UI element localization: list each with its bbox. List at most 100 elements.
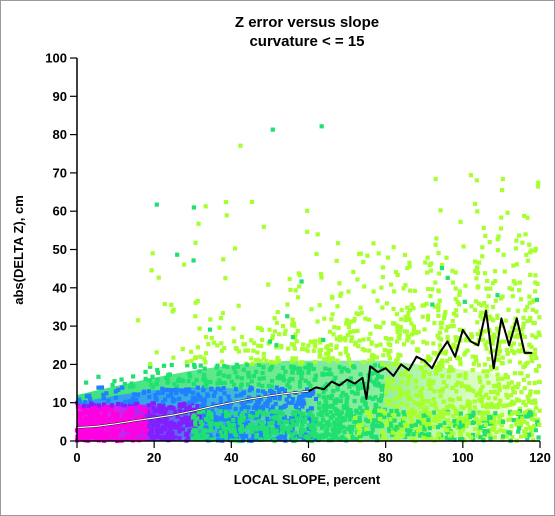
scatter-cell	[380, 305, 385, 310]
scatter-cell	[337, 338, 343, 343]
scatter-cell	[209, 408, 215, 413]
scatter-cell	[405, 265, 410, 271]
scatter-cell	[245, 348, 251, 353]
scatter-cell	[444, 384, 449, 389]
scatter-cell	[163, 434, 168, 440]
scatter-cell	[321, 432, 326, 438]
scatter-cell	[112, 379, 117, 384]
scatter-cell	[517, 360, 523, 365]
scatter-cell	[447, 436, 452, 441]
scatter-cell	[245, 399, 250, 404]
scatter-cell	[358, 305, 363, 310]
scatter-cell	[324, 429, 329, 434]
scatter-cell	[482, 329, 487, 334]
scatter-cell	[341, 404, 347, 409]
scatter-cell	[231, 422, 236, 428]
scatter-cell	[521, 429, 527, 434]
scatter-cell	[479, 310, 484, 315]
scatter-outlier	[314, 251, 319, 257]
scatter-cell	[445, 324, 450, 329]
scatter-cell	[326, 432, 331, 437]
scatter-cell	[95, 411, 101, 416]
scatter-cell	[333, 375, 338, 380]
scatter-cell	[380, 429, 385, 434]
scatter-cell	[303, 431, 308, 436]
scatter-cell	[150, 385, 156, 390]
scatter-cell	[308, 383, 313, 388]
scatter-cell	[328, 342, 333, 347]
scatter-cell	[360, 396, 366, 401]
scatter-cell	[408, 288, 413, 293]
scatter-outlier	[297, 284, 302, 289]
scatter-cell	[537, 315, 542, 320]
scatter-cell	[519, 327, 524, 332]
scatter-cell	[160, 390, 165, 396]
scatter-cell	[270, 420, 275, 425]
scatter-cell	[537, 408, 542, 413]
scatter-cell	[509, 343, 514, 348]
scatter-cell	[432, 415, 438, 420]
scatter-outlier	[534, 309, 539, 314]
scatter-cell	[409, 417, 414, 422]
scatter-cell	[442, 312, 447, 317]
scatter-cell	[246, 370, 251, 376]
scatter-cell	[394, 339, 400, 344]
scatter-cell	[457, 292, 462, 297]
scatter-cell	[204, 435, 209, 440]
scatter-cell	[395, 436, 400, 441]
y-tick-label: 30	[53, 319, 67, 334]
scatter-cell	[258, 343, 264, 349]
scatter-cell	[270, 426, 276, 431]
scatter-cell	[273, 401, 278, 406]
scatter-cell	[437, 298, 442, 303]
scatter-cell	[143, 369, 148, 374]
scatter-cell	[449, 368, 454, 373]
scatter-cell	[398, 393, 404, 398]
scatter-cell	[525, 394, 530, 399]
scatter-cell	[295, 418, 300, 423]
scatter-cell	[243, 348, 248, 353]
scatter-cell	[99, 428, 105, 433]
scatter-cell	[135, 401, 140, 406]
scatter-cell	[376, 418, 381, 424]
scatter-cell	[319, 413, 325, 418]
scatter-cell	[177, 396, 182, 401]
scatter-cell	[111, 413, 116, 418]
scatter-cell	[251, 348, 256, 353]
scatter-cell	[134, 397, 139, 402]
scatter-cell	[187, 407, 193, 412]
scatter-cell	[504, 434, 509, 439]
scatter-cell	[277, 420, 282, 426]
scatter-cell	[504, 403, 509, 408]
scatter-cell	[209, 411, 214, 416]
scatter-cell	[513, 384, 518, 389]
scatter-cell	[391, 377, 396, 383]
scatter-cell	[325, 426, 330, 431]
scatter-cell	[149, 417, 154, 422]
scatter-cell	[367, 348, 372, 353]
scatter-cell	[433, 401, 438, 406]
scatter-cell	[418, 411, 423, 416]
scatter-outlier	[150, 251, 155, 256]
scatter-outlier	[171, 307, 176, 312]
scatter-cell	[447, 356, 453, 362]
scatter-cell	[303, 347, 309, 352]
scatter-cell	[394, 358, 399, 363]
scatter-cell	[77, 430, 83, 435]
scatter-outlier	[249, 338, 254, 343]
scatter-cell	[300, 346, 305, 352]
scatter-cell	[371, 289, 376, 294]
scatter-cell	[168, 392, 174, 398]
scatter-cell	[265, 399, 270, 404]
scatter-cell	[521, 377, 526, 382]
scatter-cell	[486, 395, 491, 401]
scatter-cell	[411, 421, 416, 426]
scatter-cell	[128, 414, 133, 419]
scatter-cell	[333, 406, 338, 411]
scatter-cell	[341, 425, 346, 430]
scatter-cell	[198, 404, 204, 409]
scatter-outlier	[533, 289, 538, 294]
scatter-cell	[383, 336, 388, 341]
scatter-cell	[274, 409, 280, 414]
scatter-cell	[438, 423, 443, 428]
